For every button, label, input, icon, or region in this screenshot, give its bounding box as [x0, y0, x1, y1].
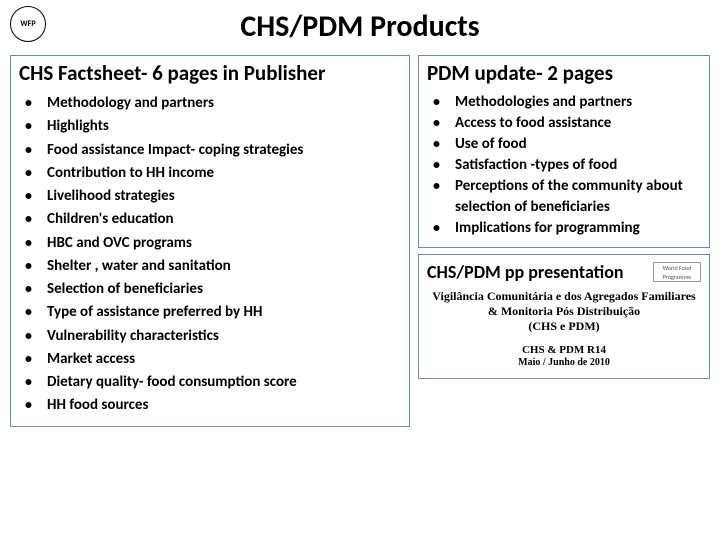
list-item: •Market access	[25, 348, 401, 371]
pp-round-label: CHS & PDM R14	[427, 344, 701, 356]
list-item: •Livelihood strategies	[25, 185, 401, 208]
list-item: •Children's education	[25, 208, 401, 231]
wfp-logo: WFP	[10, 6, 46, 42]
right-column: PDM update- 2 pages •Methodologies and p…	[418, 55, 710, 427]
list-item: •Methodology and partners	[25, 92, 401, 115]
list-item: •Shelter , water and sanitation	[25, 255, 401, 278]
pp-body: Vigilância Comunitária e dos Agregados F…	[427, 289, 701, 368]
pp-subtitle: Vigilância Comunitária e dos Agregados F…	[427, 289, 701, 334]
pdm-heading: PDM update- 2 pages	[427, 60, 701, 86]
pp-heading: CHS/PDM pp presentation	[427, 261, 624, 283]
pdm-list: •Methodologies and partners •Access to f…	[427, 92, 701, 239]
page-title: CHS/PDM Products	[10, 6, 710, 45]
list-item: •Implications for programming	[433, 218, 701, 239]
chs-list: •Methodology and partners •Highlights •F…	[19, 92, 401, 418]
list-item: •HBC and OVC programs	[25, 232, 401, 255]
columns-container: CHS Factsheet- 6 pages in Publisher •Met…	[10, 55, 710, 427]
list-item: •Access to food assistance	[433, 113, 701, 134]
pdm-update-box: PDM update- 2 pages •Methodologies and p…	[418, 55, 710, 248]
list-item: •Methodologies and partners	[433, 92, 701, 113]
list-item: •Vulnerability characteristics	[25, 325, 401, 348]
chs-heading: CHS Factsheet- 6 pages in Publisher	[19, 60, 401, 86]
list-item: •Perceptions of the community about sele…	[433, 176, 701, 218]
chs-factsheet-box: CHS Factsheet- 6 pages in Publisher •Met…	[10, 55, 410, 427]
list-item: •HH food sources	[25, 394, 401, 417]
list-item: •Satisfaction -types of food	[433, 155, 701, 176]
list-item: •Dietary quality- food consumption score	[25, 371, 401, 394]
list-item: •Contribution to HH income	[25, 162, 401, 185]
pp-presentation-box: CHS/PDM pp presentation World Food Progr…	[418, 254, 710, 379]
pp-date-label: Maio / Junho de 2010	[427, 357, 701, 368]
list-item: •Use of food	[433, 134, 701, 155]
list-item: •Food assistance Impact- coping strategi…	[25, 139, 401, 162]
list-item: •Selection of beneficiaries	[25, 278, 401, 301]
list-item: •Highlights	[25, 115, 401, 138]
list-item: •Type of assistance preferred by HH	[25, 301, 401, 324]
wfp-mini-logo: World Food Programme	[653, 262, 701, 282]
